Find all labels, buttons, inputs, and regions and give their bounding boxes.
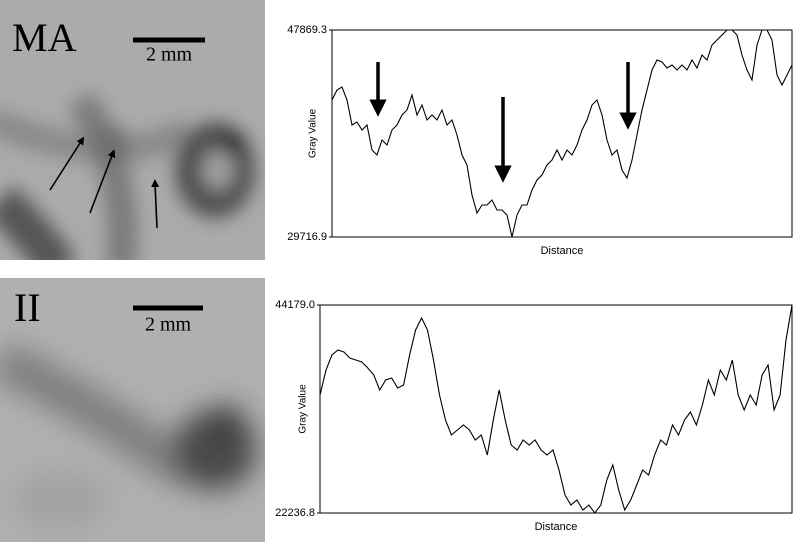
scale-bar-label: 2 mm: [145, 314, 192, 336]
x-axis-label: Distance: [535, 521, 578, 533]
scale-bar-label: 2 mm: [146, 44, 193, 66]
x-axis-label: Distance: [541, 245, 584, 257]
panel-label: II: [14, 285, 41, 330]
y-tick-label: 44179.0: [275, 299, 315, 311]
y-tick-label: 22236.8: [275, 507, 315, 519]
image-ma: [0, 0, 265, 260]
image-arrows: [49, 136, 160, 229]
y-tick-label: 47869.3: [287, 24, 327, 36]
line: [331, 29, 793, 238]
y-axis-label: Gray Value: [298, 384, 309, 434]
plot-frame: [331, 29, 793, 238]
plot-frame: [319, 304, 793, 514]
chart-arrows: [369, 62, 637, 183]
line: [319, 304, 793, 514]
panel-label: MA: [12, 15, 77, 60]
image-ii: [0, 278, 265, 542]
y-axis-label: Gray Value: [308, 108, 319, 158]
y-tick-label: 29716.9: [287, 231, 327, 243]
